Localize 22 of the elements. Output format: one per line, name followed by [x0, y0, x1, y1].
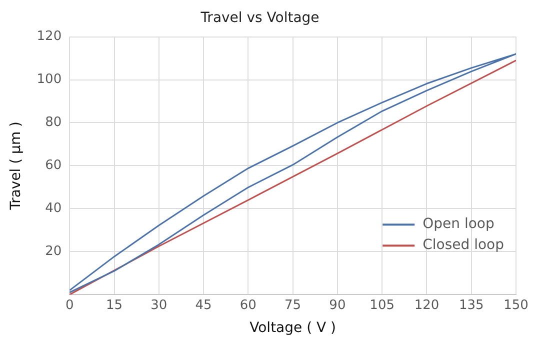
- y-tick-label: 20: [45, 244, 62, 260]
- x-tick-label: 120: [414, 298, 440, 313]
- x-tick-label: 150: [504, 298, 528, 313]
- x-tick-label: 30: [150, 298, 168, 313]
- x-tick-label: 75: [284, 298, 302, 313]
- y-tick-label: 40: [45, 201, 62, 216]
- x-tick-label: 135: [458, 298, 484, 313]
- y-tick-label: 120: [36, 29, 62, 44]
- x-tick-label: 15: [106, 298, 123, 313]
- x-tick-label: 105: [370, 298, 394, 313]
- x-axis-title: Voltage ( V ): [250, 320, 336, 336]
- y-tick-label: 60: [45, 158, 62, 174]
- x-tick-label: 90: [329, 298, 346, 313]
- y-tick-label: 100: [36, 72, 62, 88]
- x-tick-label: 0: [65, 298, 74, 313]
- legend-label: Closed loop: [422, 237, 504, 254]
- y-axis-title: Travel ( μm ): [8, 121, 24, 211]
- x-tick-label: 60: [240, 298, 256, 313]
- legend-label: Open loop: [422, 216, 494, 232]
- x-tick-label: 45: [195, 298, 212, 313]
- chart-title: Travel vs Voltage: [200, 10, 320, 26]
- y-tick-label: 80: [45, 115, 62, 130]
